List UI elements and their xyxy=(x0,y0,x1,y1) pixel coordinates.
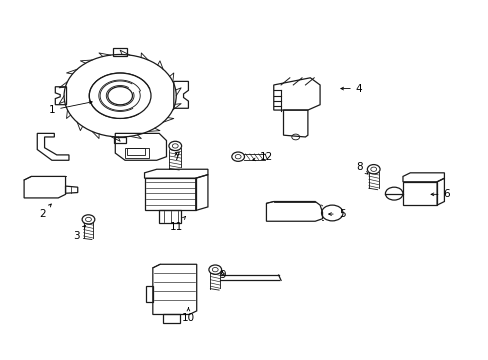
Bar xyxy=(127,148,144,155)
Text: 8: 8 xyxy=(355,162,367,174)
Text: 10: 10 xyxy=(182,307,195,323)
Text: 6: 6 xyxy=(430,189,449,199)
Text: 11: 11 xyxy=(169,216,185,231)
Text: 5: 5 xyxy=(328,209,345,219)
Bar xyxy=(114,136,126,143)
Text: 3: 3 xyxy=(73,225,85,240)
Text: 7: 7 xyxy=(173,152,179,162)
Text: 2: 2 xyxy=(39,204,51,219)
Text: 12: 12 xyxy=(252,152,272,162)
Text: 1: 1 xyxy=(48,101,92,115)
Bar xyxy=(113,48,127,56)
Bar xyxy=(125,148,149,158)
Text: 4: 4 xyxy=(340,84,362,94)
Text: 9: 9 xyxy=(219,270,225,280)
